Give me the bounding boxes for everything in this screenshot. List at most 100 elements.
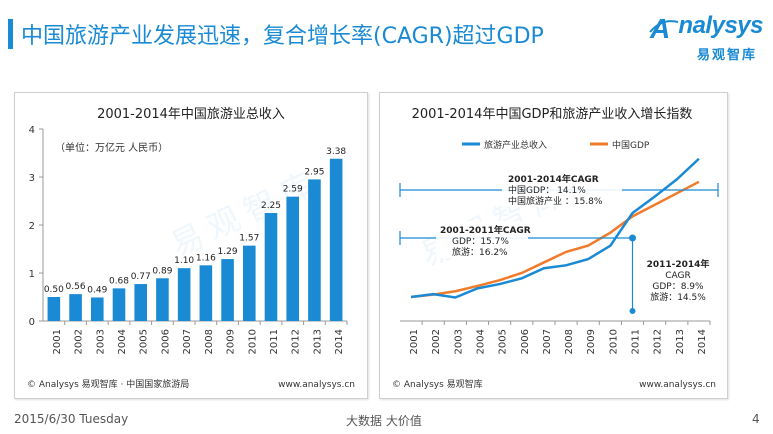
page-number: 4	[752, 412, 760, 426]
y-tick-label: 4	[29, 125, 35, 136]
annotation-2011-2014-bg	[646, 255, 710, 305]
x-tick-label: 2007	[182, 329, 193, 354]
logo-word: nalysys	[678, 12, 763, 39]
bar	[112, 288, 126, 321]
chart-title: 2001-2014年中国GDP和旅游产业收入增长指数	[412, 107, 693, 122]
bar-value-label: 0.77	[131, 272, 151, 282]
bar-value-label: 0.49	[87, 285, 107, 295]
legend-label: 旅游产业总收入	[484, 139, 547, 151]
slide-title: 中国旅游产业发展迅速，复合增长率(CAGR)超过GDP	[8, 18, 544, 50]
bar-value-label: 1.57	[239, 234, 259, 244]
title-accent-bar	[8, 19, 13, 49]
bar-value-label: 2.25	[261, 201, 281, 211]
page-title: 中国旅游产业发展迅速，复合增长率(CAGR)超过GDP	[21, 24, 544, 49]
bar	[286, 196, 300, 321]
x-tick-label: 2012	[653, 329, 664, 354]
bar-value-label: 0.56	[66, 282, 86, 292]
bar	[156, 278, 169, 321]
bar-value-label: 0.89	[152, 266, 172, 276]
chart-title: 2001-2014年中国旅游业总收入	[97, 107, 285, 122]
marker-dot	[629, 308, 636, 314]
x-tick-label: 2008	[564, 329, 575, 354]
bar	[199, 265, 213, 321]
logo-chinese: 易观智库	[696, 48, 757, 63]
bar-chart-panel: 易观智库 2001-2014年中国旅游业总收入 （单位：万亿元 人民币） 0 1 2 3 4 0…	[14, 92, 368, 399]
series-line	[410, 157, 700, 299]
source-note: © Analysys 易观智库 · 中国国家旅游局	[27, 378, 189, 390]
bar	[69, 294, 82, 321]
logo-swoosh-icon: A	[649, 13, 679, 44]
svg-text:A: A	[649, 13, 670, 44]
bar	[177, 268, 191, 321]
unit-note: （单位：万亿元 人民币）	[55, 141, 168, 154]
y-tick-label: 0	[29, 317, 35, 328]
x-tick-label: 2003	[453, 329, 464, 354]
bar	[90, 297, 104, 321]
x-tick-label: 2004	[117, 329, 128, 354]
annotation-2011-2014-text: 2011-2014年	[647, 258, 710, 270]
legend-label: 中国GDP	[612, 139, 650, 151]
bar	[329, 158, 343, 321]
bar-value-label: 2.59	[283, 185, 303, 195]
bar-value-label: 3.38	[326, 147, 346, 157]
x-tick-label: 2011	[631, 329, 642, 354]
footer-tagline: 大数据 大价值	[346, 414, 422, 428]
website-note: www.analysys.cn	[278, 380, 355, 390]
x-tick-label: 2004	[476, 329, 487, 354]
analysys-logo: A nalysys 易观智库	[648, 12, 763, 68]
bar	[264, 213, 278, 321]
bar-value-label: 1.16	[196, 253, 216, 263]
annotation-2001-2014-bg	[502, 170, 622, 207]
website-note: www.analysys.cn	[639, 380, 716, 390]
bar-value-label: 1.29	[218, 247, 238, 257]
bar-value-label: 0.68	[109, 276, 129, 286]
annotation-2011-2014-text: GDP：8.9%	[652, 282, 704, 292]
x-tick-label: 2014	[334, 329, 345, 354]
y-tick-label: 1	[29, 269, 35, 280]
annotation-2001-2011-text: 旅游：16.2%	[452, 246, 508, 258]
series-line	[410, 180, 700, 299]
x-tick-label: 2010	[608, 329, 619, 354]
line-chart: 易观智库2001-2014年中国GDP和旅游产业收入增长指数旅游产业总收入中国G…	[392, 107, 719, 390]
annotation-2001-2011-text: 2001-2011年CAGR	[440, 224, 531, 236]
line-chart-panel: 易观智库2001-2014年中国GDP和旅游产业收入增长指数旅游产业总收入中国G…	[379, 92, 728, 399]
x-tick-label: 2013	[312, 329, 323, 354]
bar	[221, 259, 234, 321]
x-tick-label: 2009	[586, 329, 597, 354]
x-tick-label: 2006	[520, 329, 531, 354]
bar	[242, 245, 256, 321]
x-tick-label: 2006	[160, 329, 171, 354]
annotation-2011-2014-text: 旅游：14.5%	[650, 291, 706, 303]
x-tick-label: 2014	[697, 329, 708, 354]
x-tick-label: 2008	[204, 329, 215, 354]
x-tick-label: 2001	[52, 329, 63, 354]
bar	[308, 179, 321, 321]
y-tick-label: 3	[29, 173, 35, 184]
x-tick-label: 2002	[431, 329, 442, 354]
annotation-2001-2011-bg	[436, 221, 528, 258]
x-tick-label: 2005	[498, 329, 509, 354]
bar	[134, 284, 148, 321]
x-tick-label: 2003	[95, 329, 106, 354]
x-tick-label: 2001	[409, 329, 420, 354]
source-note: © Analysys 易观智库	[392, 378, 483, 390]
x-tick-label: 2005	[139, 329, 150, 354]
marker-dot	[629, 234, 636, 242]
x-tick-label: 2007	[542, 329, 553, 354]
x-tick-label: 2010	[247, 329, 258, 354]
bar	[47, 297, 61, 321]
x-tick-label: 2002	[74, 329, 85, 354]
annotation-2001-2014-text: 中国旅游产业 ：15.8%	[508, 195, 603, 207]
bar-value-label: 2.95	[304, 167, 324, 177]
bar-value-label: 0.50	[44, 285, 64, 295]
y-tick-label: 2	[29, 221, 35, 232]
x-tick-label: 2013	[675, 329, 686, 354]
x-tick-label: 2012	[291, 329, 302, 354]
x-tick-label: 2011	[269, 329, 280, 354]
annotation-2001-2014-text: 中国GDP： 14.1%	[508, 184, 586, 196]
bar-value-label: 1.10	[174, 256, 194, 266]
annotation-2011-2014-text: CAGR	[665, 271, 691, 281]
annotation-2001-2011-text: GDP：15.7%	[452, 237, 509, 247]
annotation-2001-2014-text: 2001-2014年CAGR	[508, 173, 599, 185]
